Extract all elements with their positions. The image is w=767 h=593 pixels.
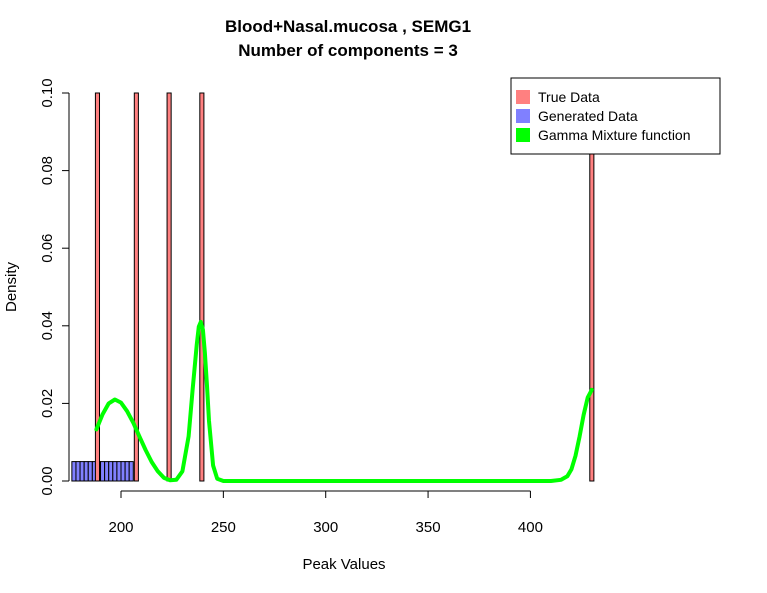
chart-title: Blood+Nasal.mucosa , SEMG1: [225, 17, 471, 36]
y-axis: 0.00 0.02 0.04 0.06 0.08 0.10: [39, 78, 70, 496]
y-tick-label: 0.04: [39, 311, 56, 340]
generated-data-bar-2: [79, 461, 85, 482]
x-tick-label: 350: [416, 519, 441, 536]
legend-label-1: Generated Data: [538, 108, 638, 124]
x-axis-label: Peak Values: [302, 556, 385, 573]
generated-data-bar-1: [75, 461, 81, 482]
generated-data-bar-8: [104, 461, 110, 482]
y-tick-label: 0.00: [39, 466, 56, 495]
true-data-bar-1: [133, 92, 139, 482]
legend-label-0: True Data: [538, 89, 600, 105]
legend: True Data Generated Data Gamma Mixture fun…: [510, 77, 721, 155]
legend-label-2: Gamma Mixture function: [538, 127, 691, 143]
legend-swatch-1: [516, 109, 530, 123]
true-data-bar-3: [199, 92, 205, 482]
true-data-bar-0: [94, 92, 101, 482]
generated-data-bar-4: [87, 461, 93, 482]
generated-data-bar-9: [108, 461, 114, 482]
legend-box: [510, 77, 721, 155]
generated-data-bar-14: [128, 461, 134, 482]
generated-data-bar-7: [100, 461, 106, 482]
legend-swatch-0: [516, 90, 530, 104]
gamma-mixture-curve: [94, 319, 594, 483]
y-tick-label: 0.10: [39, 78, 56, 107]
generated-data-bar-11: [116, 461, 122, 482]
x-tick-label: 250: [211, 519, 236, 536]
generated-data-bar-12: [120, 461, 126, 482]
x-axis: 200 250 300 350 400: [108, 490, 543, 536]
x-tick-label: 300: [313, 519, 338, 536]
y-tick-label: 0.08: [39, 156, 56, 185]
y-tick-label: 0.06: [39, 234, 56, 263]
generated-data-bar-0: [71, 461, 77, 482]
x-tick-label: 400: [518, 519, 543, 536]
y-tick-label: 0.02: [39, 389, 56, 418]
x-tick-label: 200: [108, 519, 133, 536]
generated-data-bar-13: [124, 461, 130, 482]
chart-subtitle: Number of components = 3: [238, 41, 458, 60]
true-data-bar-2: [166, 92, 172, 482]
generated-data-bars: [71, 461, 134, 482]
generated-data-bar-3: [83, 461, 89, 482]
legend-swatch-2: [516, 128, 530, 142]
generated-data-bar-10: [112, 461, 118, 482]
y-axis-label: Density: [3, 261, 20, 312]
